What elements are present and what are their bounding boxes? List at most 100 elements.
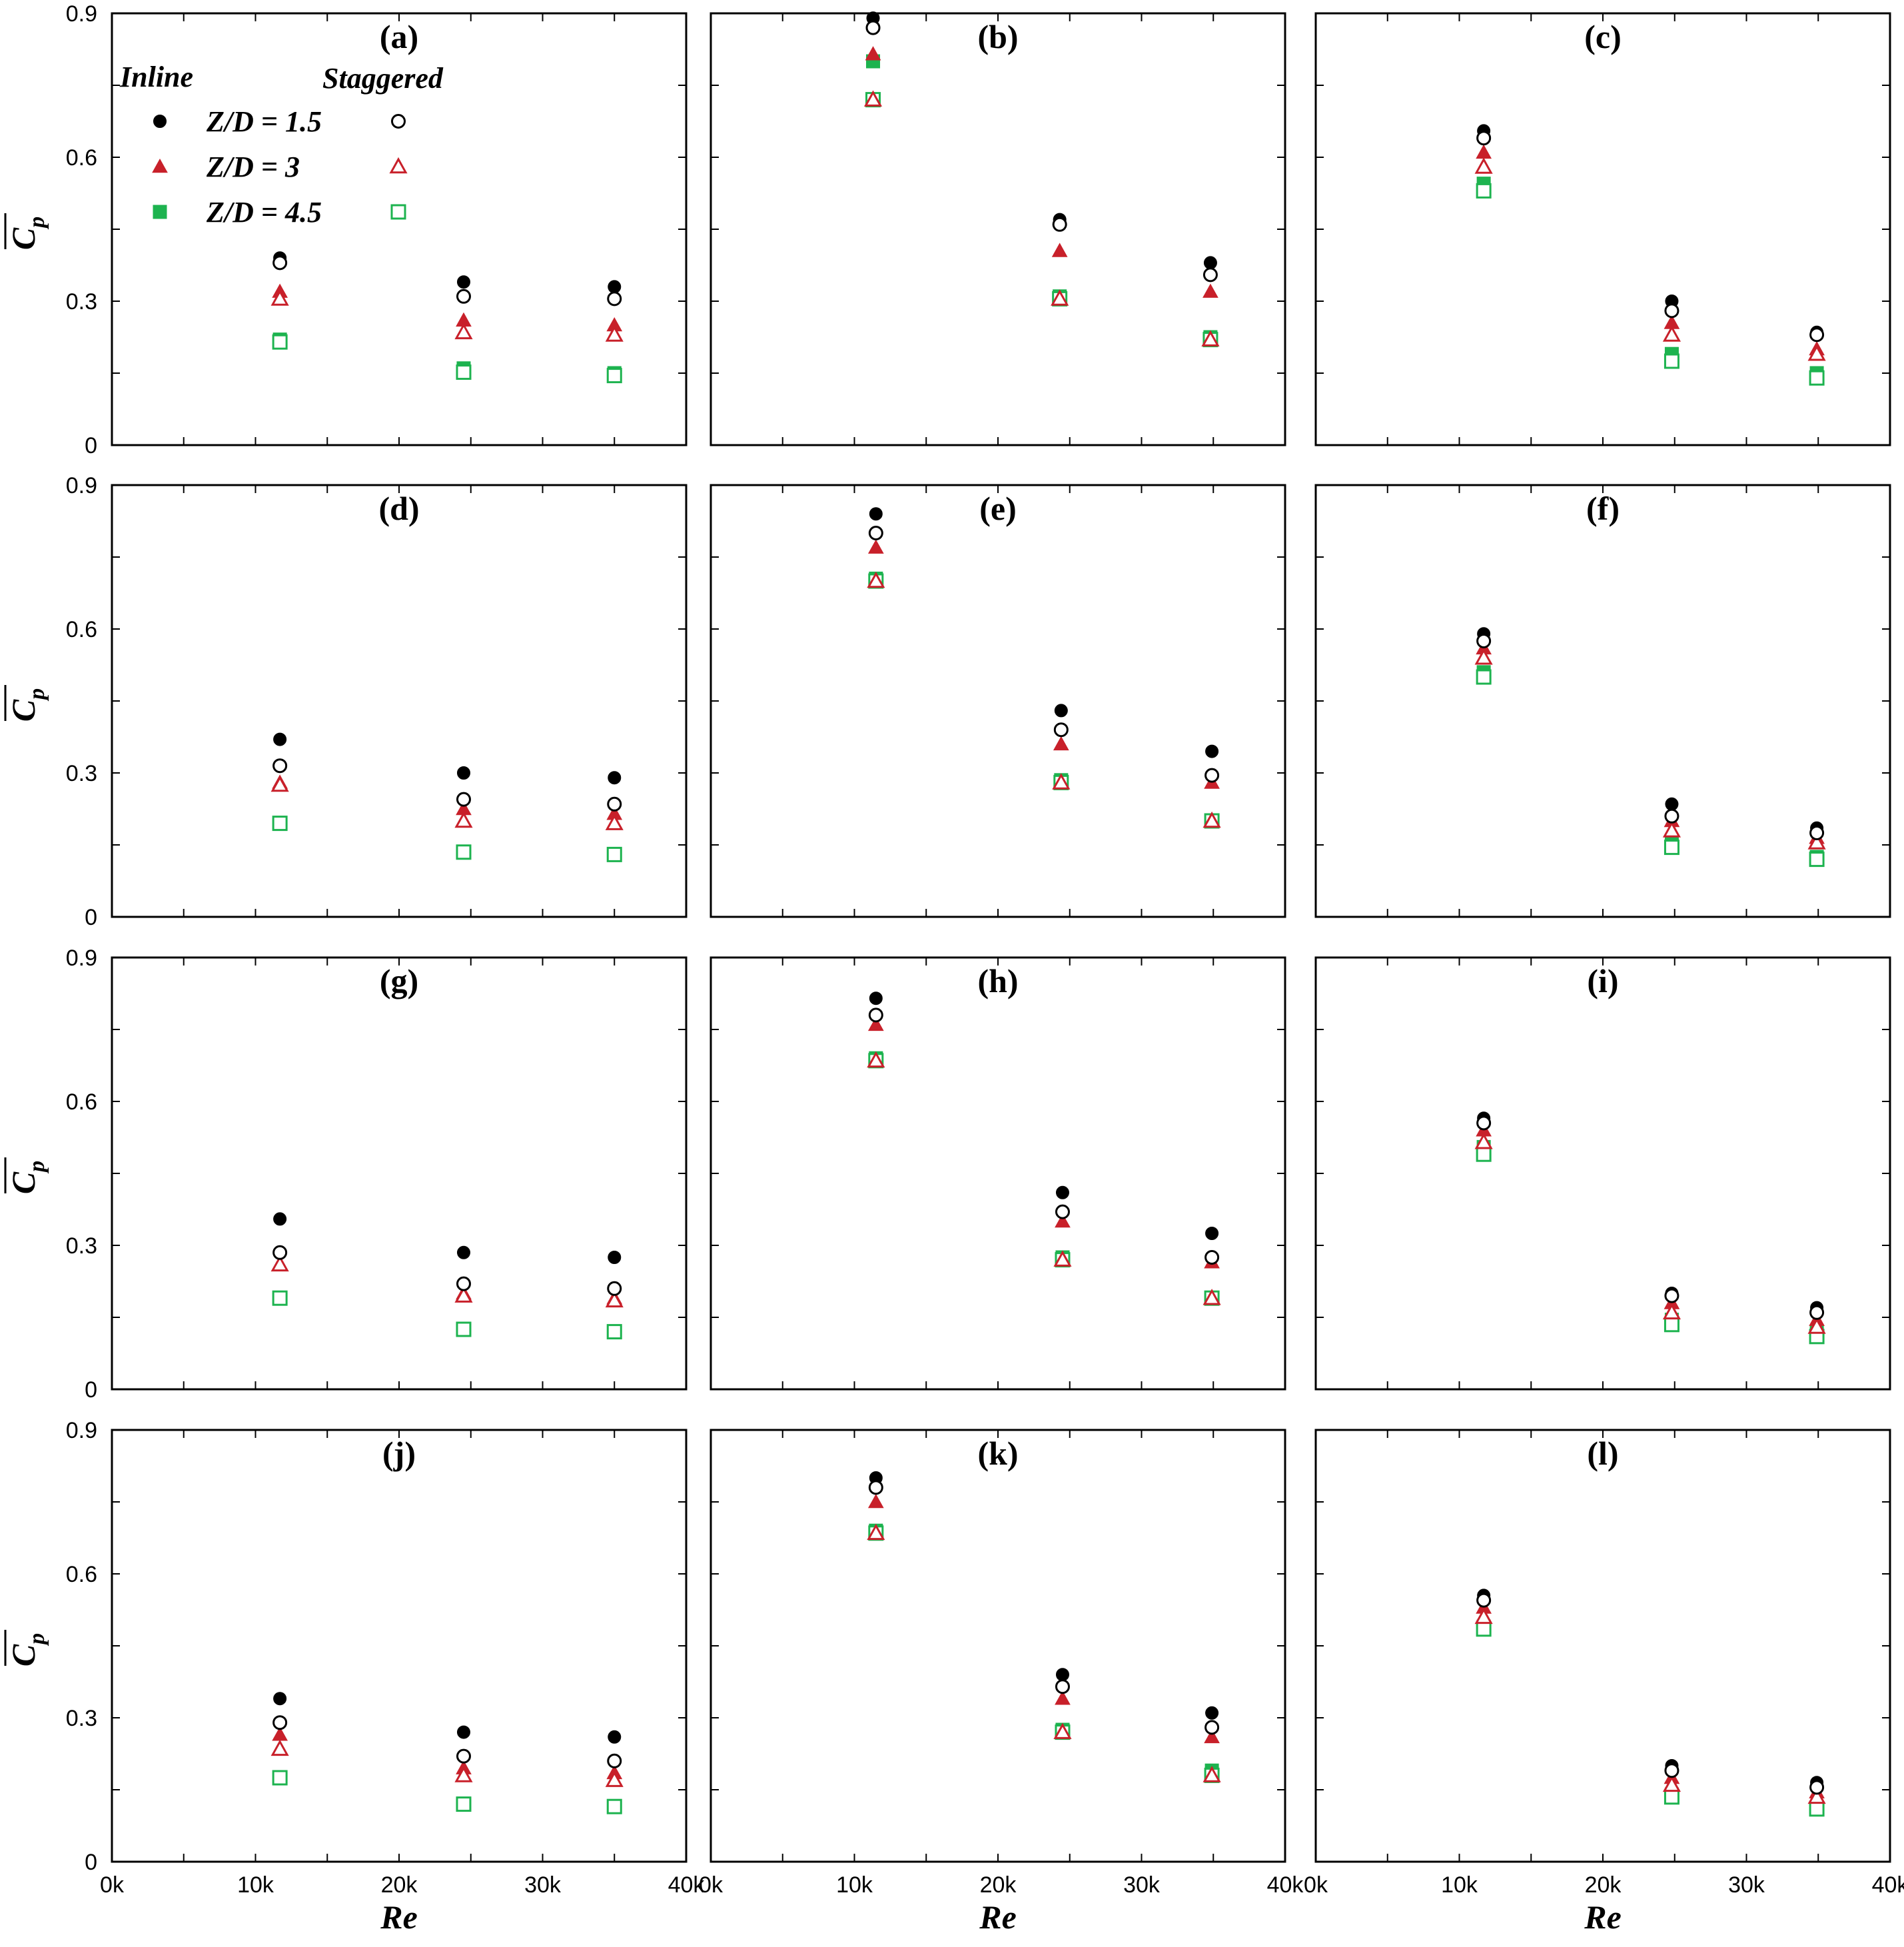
y-tick-label: 0.6 bbox=[66, 1562, 97, 1587]
data-point-st15 bbox=[607, 291, 622, 307]
legend-label: Z/D = 3 bbox=[206, 151, 300, 183]
y-axis-title: Cp bbox=[4, 213, 49, 250]
legend-label: Z/D = 1.5 bbox=[206, 105, 322, 138]
x-tick-label: 30k bbox=[524, 1872, 562, 1898]
data-point-st15 bbox=[1476, 1115, 1492, 1131]
panel-l: 0k 10k 20k 30k 40k Re (l) bbox=[1304, 1429, 1904, 1936]
data-point-in15 bbox=[456, 766, 470, 780]
data-point-st3 bbox=[605, 1291, 624, 1308]
legend-marker-in3 bbox=[152, 158, 168, 173]
panel-i: (i) bbox=[1314, 956, 1891, 1391]
panel-label: (g) bbox=[380, 962, 418, 999]
panel-h: (h) bbox=[710, 956, 1286, 1391]
data-point-st45 bbox=[456, 844, 472, 860]
panel-a: 0 0.3 0.6 0.9 Cp (a) bbox=[4, 1, 688, 458]
data-point-st45 bbox=[456, 364, 472, 380]
panel-f: (f) bbox=[1314, 484, 1891, 918]
panel-frame bbox=[111, 1429, 688, 1863]
data-point-in15 bbox=[1055, 1185, 1069, 1199]
data-point-in15 bbox=[456, 1725, 470, 1739]
data-point-st3 bbox=[605, 814, 624, 830]
data-point-in15 bbox=[273, 1212, 287, 1226]
x-tick-label: 20k bbox=[1585, 1872, 1622, 1898]
data-point-st3 bbox=[867, 571, 885, 588]
data-point-st3 bbox=[1662, 821, 1681, 838]
data-point-st45 bbox=[1476, 669, 1492, 685]
data-point-st45 bbox=[1664, 1789, 1679, 1805]
data-point-st15 bbox=[1476, 1593, 1492, 1608]
data-point-st3 bbox=[1662, 1775, 1681, 1792]
data-point-st3 bbox=[1807, 1317, 1826, 1334]
panel-frame bbox=[1314, 484, 1891, 918]
panel-frame bbox=[710, 956, 1286, 1391]
data-point-st45 bbox=[456, 1321, 472, 1337]
x-tick-label: 10k bbox=[1441, 1872, 1478, 1898]
x-tick-label: 10k bbox=[836, 1872, 873, 1898]
data-point-st45 bbox=[606, 1324, 622, 1340]
data-point-st3 bbox=[454, 811, 473, 828]
data-point-in3 bbox=[1202, 283, 1218, 298]
data-point-st45 bbox=[1476, 183, 1492, 199]
x-tick-label: 20k bbox=[381, 1872, 418, 1898]
data-point-in15 bbox=[608, 1251, 622, 1264]
data-point-st15 bbox=[607, 1753, 622, 1768]
data-point-in15 bbox=[869, 507, 883, 521]
y-axis-title-text: Cp bbox=[5, 1633, 49, 1666]
data-point-st3 bbox=[1051, 289, 1069, 306]
data-point-st15 bbox=[1664, 1288, 1679, 1303]
data-point-st15 bbox=[1055, 1204, 1070, 1219]
panel-c: (c) bbox=[1314, 12, 1891, 446]
data-point-st15 bbox=[1476, 131, 1492, 146]
data-point-st3 bbox=[605, 325, 624, 342]
panel-label: (j) bbox=[382, 1435, 416, 1472]
panel-frame bbox=[1314, 1429, 1891, 1863]
data-point-st45 bbox=[1664, 840, 1679, 856]
data-point-st15 bbox=[1052, 217, 1067, 232]
data-point-in3 bbox=[867, 539, 884, 554]
panel-label: (e) bbox=[979, 490, 1017, 527]
data-point-in15 bbox=[1203, 256, 1217, 270]
data-point-st45 bbox=[272, 334, 288, 350]
x-tick-label: 20k bbox=[980, 1872, 1017, 1898]
data-point-st15 bbox=[1809, 1780, 1825, 1795]
data-point-st3 bbox=[1807, 344, 1826, 361]
data-point-st15 bbox=[456, 792, 471, 807]
data-point-st3 bbox=[1662, 325, 1681, 342]
data-point-st45 bbox=[1809, 1801, 1825, 1817]
data-point-st45 bbox=[272, 816, 288, 832]
data-point-st3 bbox=[454, 1286, 473, 1303]
data-point-st45 bbox=[1809, 370, 1825, 386]
data-point-st3 bbox=[1807, 833, 1826, 850]
data-point-st15 bbox=[868, 1480, 883, 1495]
x-axis-title: Re bbox=[979, 1898, 1017, 1936]
data-point-st3 bbox=[863, 90, 883, 107]
data-point-st3 bbox=[1202, 1289, 1221, 1305]
panel-frame bbox=[710, 12, 1286, 446]
y-tick-label: 0.9 bbox=[66, 946, 97, 971]
x-tick-label: 40k bbox=[1267, 1872, 1304, 1898]
data-point-st3 bbox=[1201, 330, 1220, 346]
data-point-st15 bbox=[1809, 327, 1825, 342]
data-point-in15 bbox=[1205, 1706, 1219, 1720]
panel-b: (b) bbox=[710, 11, 1286, 446]
data-point-st15 bbox=[1664, 303, 1679, 319]
legend-marker-st3 bbox=[389, 157, 408, 174]
data-point-st3 bbox=[270, 1739, 289, 1756]
data-point-st15 bbox=[1664, 1763, 1679, 1778]
y-axis-title: Cp bbox=[4, 1630, 49, 1666]
y-tick-label: 0 bbox=[85, 905, 97, 930]
data-point-st3 bbox=[1807, 1787, 1826, 1804]
data-point-st15 bbox=[272, 1245, 288, 1260]
legend-marker-in45 bbox=[153, 205, 167, 219]
data-point-st45 bbox=[1476, 1146, 1492, 1162]
data-point-in3 bbox=[1204, 1728, 1220, 1744]
y-tick-label: 0.3 bbox=[66, 289, 97, 315]
legend-marker-st15 bbox=[391, 114, 406, 129]
data-point-st15 bbox=[1809, 826, 1825, 840]
data-point-st15 bbox=[456, 1748, 471, 1764]
data-point-st3 bbox=[1474, 157, 1493, 174]
data-point-in15 bbox=[869, 991, 883, 1005]
panel-label: (h) bbox=[977, 962, 1018, 999]
